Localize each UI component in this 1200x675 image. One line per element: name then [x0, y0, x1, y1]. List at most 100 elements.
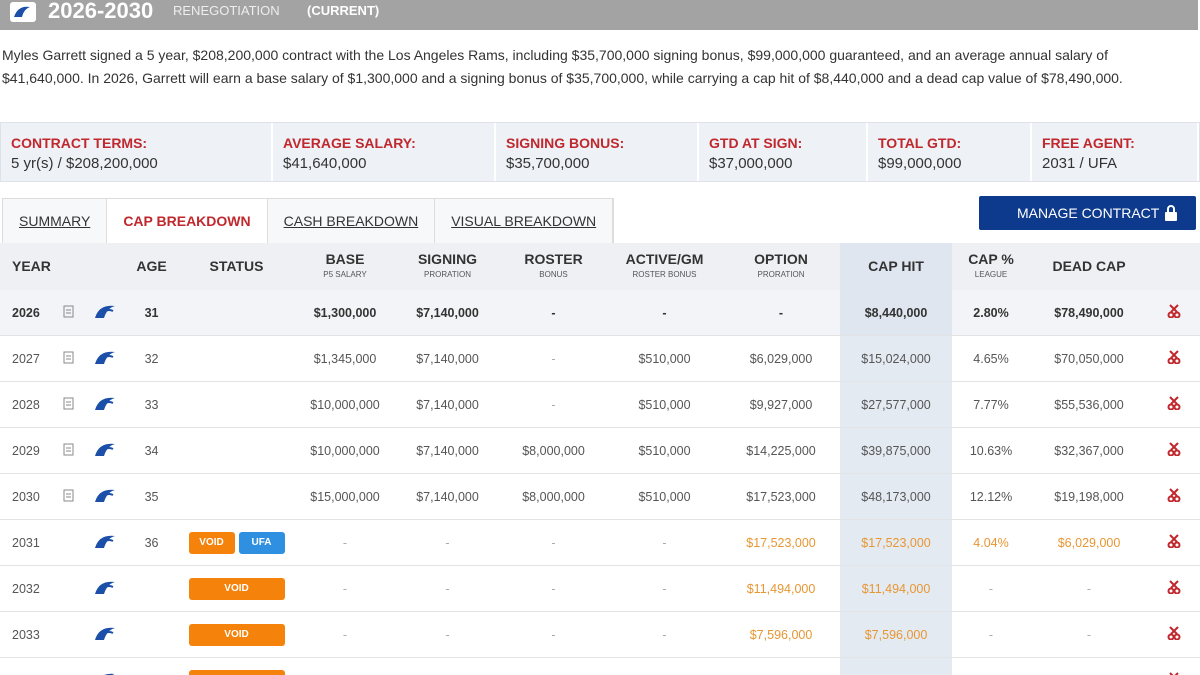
- value-cell: $8,440,000: [840, 290, 953, 336]
- term-value: $37,000,000: [709, 155, 793, 172]
- value-cell: $3,298,000: [722, 657, 841, 675]
- value-cell: -: [952, 565, 1031, 612]
- value-cell: 2.80%: [952, 290, 1031, 336]
- value-cell: -: [295, 519, 396, 566]
- column-title: CAP %: [968, 250, 1014, 267]
- column-header: CAP HIT: [840, 243, 953, 290]
- value-cell: $10,000,000: [295, 381, 396, 428]
- value-cell: -: [607, 565, 723, 612]
- column-subtitle: PRORATION: [424, 269, 471, 279]
- value-cell: -: [295, 611, 396, 658]
- value-cell: $9,927,000: [722, 381, 841, 428]
- contract-label: RENEGOTIATION: [173, 3, 280, 18]
- tab[interactable]: VISUAL BREAKDOWN: [435, 199, 614, 244]
- button-label: MANAGE CONTRACT: [1017, 205, 1160, 221]
- year: 2032: [0, 565, 52, 612]
- logo-cell: [85, 611, 126, 658]
- column-header: AGE: [125, 243, 179, 290]
- value-cell: -: [607, 657, 723, 675]
- logo-cell: [85, 519, 126, 566]
- table-row: 2033 VOID - - - - $7,596,000 $7,596,000- -: [0, 611, 1200, 658]
- doc-cell: [52, 381, 85, 428]
- value-cell: -: [1030, 657, 1149, 675]
- table-row: 2027 32 $1,345,000 $7,140,000- $510,000 $6,02…: [0, 335, 1200, 382]
- status: [178, 427, 296, 474]
- value-cell: $78,490,000: [1030, 290, 1149, 336]
- contract-terms: CONTRACT TERMS: 5 yr(s) / $208,200,000 AVE…: [0, 122, 1200, 182]
- logo-cell: [85, 427, 126, 474]
- value-cell: $17,523,000: [722, 519, 841, 566]
- term-label: AVERAGE SALARY:: [283, 135, 416, 151]
- value-cell: $7,140,000: [395, 290, 501, 336]
- tab[interactable]: CASH BREAKDOWN: [267, 199, 436, 244]
- value-cell: $7,140,000: [395, 473, 501, 520]
- age: 35: [125, 473, 179, 520]
- value-cell: $17,523,000: [840, 519, 953, 566]
- value-cell: 12.12%: [952, 473, 1031, 520]
- tab[interactable]: SUMMARY: [3, 199, 108, 244]
- value-cell: $70,050,000: [1030, 335, 1149, 382]
- term-value: $99,000,000: [878, 155, 962, 172]
- team-logo: [95, 351, 115, 364]
- team-logo: [95, 535, 115, 548]
- doc-cell: [52, 565, 85, 612]
- scissors-icon: [1167, 304, 1181, 319]
- table-row: 2026 31 $1,300,000 $7,140,000- - - $8,440,000 2…: [0, 290, 1200, 336]
- term-label: SIGNING BONUS:: [506, 135, 625, 151]
- contract-years: 2026-2030: [48, 0, 154, 23]
- value-cell: $510,000: [607, 427, 723, 474]
- value-cell: 10.63%: [952, 427, 1031, 474]
- year: 2030: [0, 473, 52, 520]
- value-cell: $27,577,000: [840, 381, 953, 428]
- value-cell: -: [1030, 565, 1149, 612]
- value-cell: $17,523,000: [722, 473, 841, 520]
- year: 2026: [0, 290, 52, 336]
- term-value: $35,700,000: [506, 155, 590, 172]
- delete-cell: [1148, 657, 1200, 675]
- value-cell: -: [952, 611, 1031, 658]
- tab-bar: SUMMARY CAP BREAKDOWN CASH BREAKDOWN VISUAL…: [2, 198, 615, 244]
- column-subtitle: P5 SALARY: [323, 269, 367, 279]
- delete-cell: [1148, 381, 1200, 428]
- tab[interactable]: CAP BREAKDOWN: [107, 199, 268, 244]
- term-value: $41,640,000: [283, 155, 367, 172]
- scissors-icon: [1167, 626, 1181, 641]
- doc-icon: [63, 397, 74, 409]
- value-cell: -: [500, 565, 608, 612]
- doc-cell: [52, 290, 85, 336]
- age: 31: [125, 290, 179, 336]
- doc-cell: [52, 519, 85, 566]
- column-header: DEAD CAP: [1030, 243, 1149, 290]
- value-cell: $8,000,000: [500, 473, 608, 520]
- doc-cell: [52, 611, 85, 658]
- team-logo: [95, 305, 115, 318]
- value-cell: $8,000,000: [500, 427, 608, 474]
- status-badge: VOID: [188, 623, 285, 646]
- header-row: YEAR AGE STATUS BASE P5 SALARY SIGNING PRORATI…: [0, 243, 1200, 290]
- scissors-icon: [1167, 580, 1181, 595]
- team-logo: [10, 2, 36, 22]
- value-cell: -: [952, 657, 1031, 675]
- age: 36: [125, 519, 179, 566]
- doc-cell: [52, 657, 85, 675]
- value-cell: $3,298,000: [840, 657, 953, 675]
- value-cell: 4.04%: [952, 519, 1031, 566]
- term-label: GTD AT SIGN:: [709, 135, 803, 151]
- value-cell: $510,000: [607, 381, 723, 428]
- term: AVERAGE SALARY: $41,640,000: [273, 123, 496, 181]
- status: [178, 473, 296, 520]
- value-cell: $510,000: [607, 335, 723, 382]
- value-cell: 7.77%: [952, 381, 1031, 428]
- column-header: ROSTER BONUS: [500, 243, 608, 290]
- table-row: 2029 34 $10,000,000 $7,140,000 $8,000,000 $51…: [0, 427, 1200, 474]
- manage-contract-button[interactable]: MANAGE CONTRACT: [979, 196, 1196, 230]
- column-title: BASE: [325, 250, 365, 267]
- value-cell: $19,198,000: [1030, 473, 1149, 520]
- status: [178, 335, 296, 382]
- delete-cell: [1148, 335, 1200, 382]
- term: SIGNING BONUS: $35,700,000: [496, 123, 699, 181]
- age: 32: [125, 335, 179, 382]
- term-value: 2031 / UFA: [1042, 155, 1118, 172]
- value-cell: $7,596,000: [840, 611, 953, 658]
- value-cell: -: [722, 290, 841, 336]
